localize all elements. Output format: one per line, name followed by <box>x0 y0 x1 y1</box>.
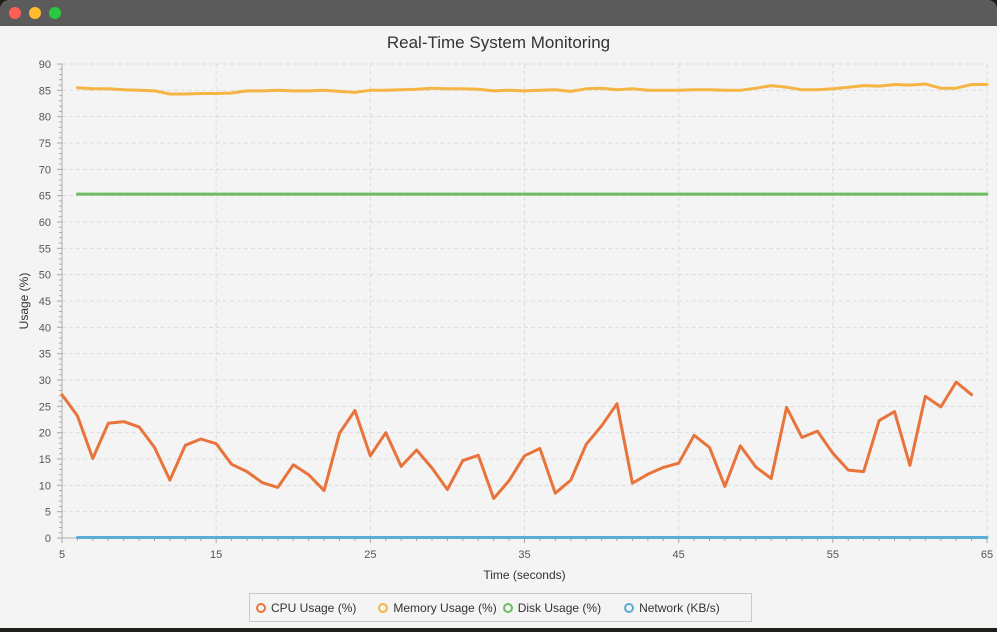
legend-marker-icon <box>624 602 635 613</box>
minimize-window-button[interactable] <box>29 7 41 19</box>
y-tick-label: 45 <box>39 296 51 308</box>
x-tick-label: 5 <box>59 549 65 561</box>
x-tick-label: 25 <box>364 549 376 561</box>
y-tick-label: 5 <box>45 507 51 519</box>
y-tick-label: 85 <box>39 85 51 97</box>
legend-label: CPU Usage (%) <box>271 600 357 615</box>
y-tick-label: 65 <box>39 191 51 203</box>
x-tick-label: 55 <box>827 549 839 561</box>
legend-marker-icon <box>378 602 389 613</box>
x-axis-label: Time (seconds) <box>483 568 565 582</box>
y-tick-label: 70 <box>39 164 51 176</box>
x-tick-label: 15 <box>210 549 222 561</box>
y-axis-label: Usage (%) <box>17 273 31 330</box>
legend-item: Memory Usage (%) <box>378 600 497 615</box>
legend-item: Disk Usage (%) <box>502 600 602 615</box>
x-tick-label: 65 <box>981 549 993 561</box>
chart-panel: Real-Time System Monitoring 0 5 10 15 20 25 30… <box>0 26 997 628</box>
legend-marker-icon <box>502 602 513 613</box>
legend-label: Network (KB/s) <box>639 600 720 615</box>
title-bar <box>0 0 997 26</box>
legend-item: Network (KB/s) <box>624 601 720 615</box>
y-tick-label: 60 <box>39 217 51 229</box>
close-window-button[interactable] <box>9 7 21 19</box>
y-tick-label: 0 <box>45 533 51 545</box>
series-line-memory-usage <box>75 82 989 96</box>
legend-marker-icon <box>256 602 266 613</box>
y-tick-label: 40 <box>39 322 51 334</box>
series-line-cpu-usage <box>60 380 974 500</box>
x-tick-label: 45 <box>673 549 685 561</box>
x-tick-label: 35 <box>518 549 530 561</box>
chart-title: Real-Time System Monitoring <box>386 33 611 52</box>
chart-legend: CPU Usage (%) Memory Usage (%) Disk Usage … <box>249 593 752 622</box>
y-tick-label: 55 <box>39 243 51 255</box>
legend-label: Disk Usage (%) <box>517 600 602 615</box>
legend-item: CPU Usage (%) <box>256 601 356 615</box>
y-tick-label: 30 <box>39 375 51 387</box>
y-tick-label: 50 <box>39 270 51 282</box>
y-tick-label: 20 <box>39 428 51 440</box>
y-tick-label: 10 <box>39 480 51 492</box>
y-tick-label: 25 <box>39 401 51 413</box>
y-tick-label: 80 <box>39 112 51 124</box>
y-tick-label: 90 <box>39 59 51 71</box>
legend-label: Memory Usage (%) <box>393 600 497 615</box>
y-tick-label: 35 <box>39 349 51 361</box>
y-tick-label: 15 <box>39 454 51 466</box>
zoom-window-button[interactable] <box>49 7 61 19</box>
y-tick-label: 75 <box>39 138 51 150</box>
